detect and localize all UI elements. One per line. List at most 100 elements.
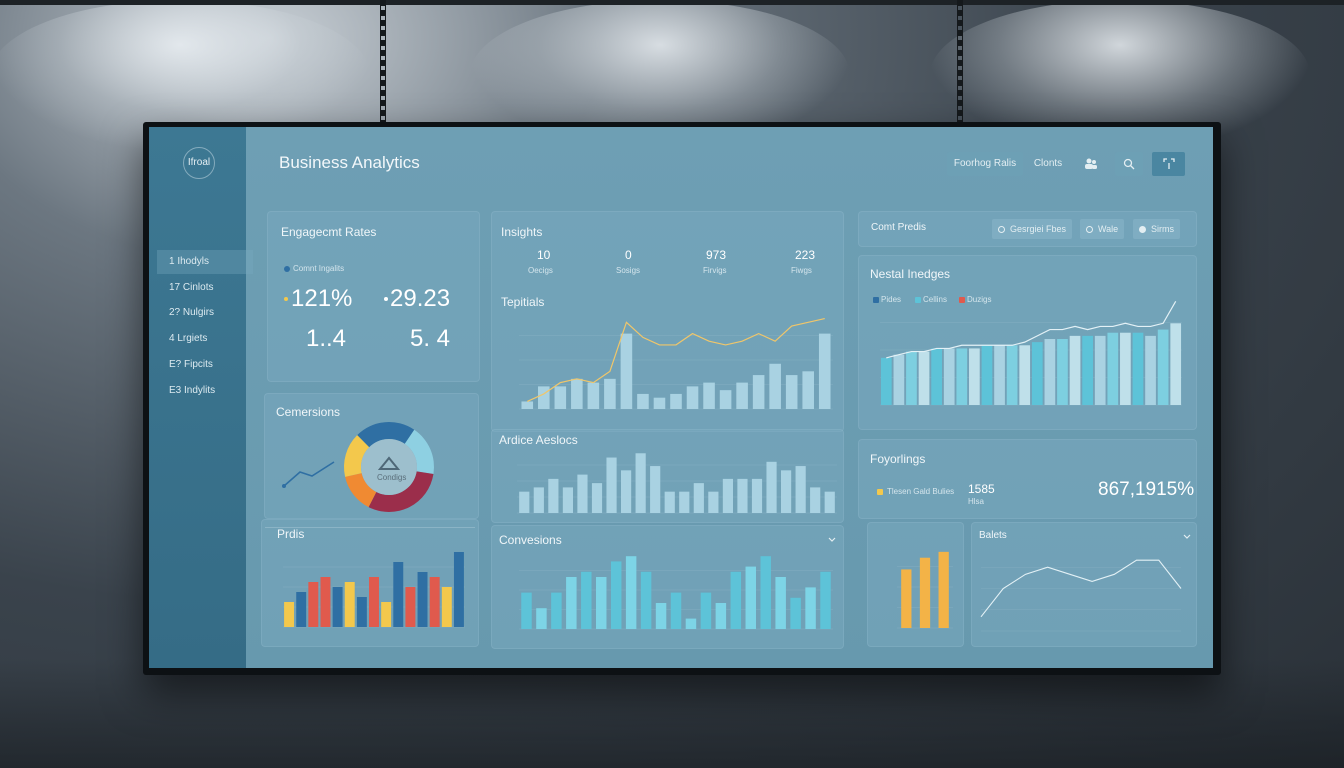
forecast-legend: Tlesen Gald Bulies [887,487,955,496]
bar-6 [943,348,955,405]
bar-14 [715,603,727,629]
bar-24 [1170,323,1182,405]
bar-2 [919,557,931,628]
bar-3 [906,351,917,405]
filter-chip-2[interactable]: Wale [1080,219,1125,239]
sidebar-item-6[interactable]: E3 Indylits [169,385,216,396]
bar-7 [610,561,622,629]
bar-10 [655,603,667,629]
bar-18 [766,461,777,513]
toolbar-button-2[interactable]: Clonts [1033,158,1063,169]
engagement-title: Engagecmt Rates [281,225,377,239]
conversions-bar-chart [519,556,833,630]
bar-8 [969,348,980,405]
bar-7 [620,333,633,409]
bar-14 [708,491,719,513]
prdis-chart [283,552,465,628]
expand-icon[interactable] [1152,152,1185,176]
sidebar-item-2[interactable]: 17 Cinlots [169,282,214,293]
series-line [886,300,1177,359]
bar-12 [703,382,715,409]
balets-series-line [980,559,1182,618]
nestal-legend-1: Pides [881,295,902,304]
bar-3 [938,551,949,628]
nestal-title: Nestal Inedges [870,267,951,281]
bar-14 [1044,339,1056,405]
bar-2 [538,386,550,409]
bar-4 [918,351,930,405]
balets-line-chart [980,559,1182,632]
stat-label-2: Sosigs [616,266,641,275]
prdis-title: Prdis [277,527,305,541]
bar-11 [670,592,682,629]
nestal-card: Nestal Inedges Pides Cellins Duzigs [858,255,1197,430]
bar-16 [737,478,748,513]
nestal-legend-2: Cellins [923,295,948,304]
engagement-card: Engagecmt Rates Comnt Ingalits 121% 29.2… [267,211,480,382]
bar-11 [664,491,675,513]
insights-chart-title: Tepitials [501,295,545,309]
bar-18 [775,577,786,629]
ceiling-rail [0,0,1344,5]
bar-5 [587,382,600,409]
bar-11 [405,587,416,627]
bar-6 [344,582,355,627]
bar-5 [581,571,592,629]
conversions-donut-chart [344,422,434,512]
bar-20 [795,466,806,513]
bar-21 [820,571,831,629]
bar-8 [369,577,379,627]
tenters-card [867,522,964,647]
sidebar-item-5[interactable]: E? Fipcits [169,359,213,370]
balets-card: Balets [971,522,1197,647]
bar-1 [521,401,534,409]
bar-16 [769,363,781,409]
chevron-down-icon[interactable] [828,537,836,543]
people-icon-glyph [1085,158,1097,169]
bar-7 [356,597,367,627]
bar-12 [417,572,428,627]
bar-3 [551,592,562,629]
bar-19 [790,597,801,629]
bar-16 [1069,335,1081,405]
bar-3 [308,582,319,627]
filter-chip-1[interactable]: Gesrgiei Fbes [992,219,1073,239]
audience-card: Ardice Aeslocs [491,429,844,523]
bar-19 [1107,332,1119,405]
bar-2 [893,354,905,405]
search-icon[interactable] [1115,152,1143,176]
bar-7 [606,457,617,513]
tenters-chart [897,551,953,629]
conversions-donut-card: Cemersions Condigs [264,393,479,519]
bar-17 [1082,335,1093,405]
bar-21 [810,487,821,513]
forecast-big-value: 867,1915% [1098,479,1195,500]
bar-15 [453,552,464,627]
people-icon[interactable] [1079,152,1103,176]
balets-title: Balets [979,530,1007,541]
toolbar-button-1[interactable]: Foorhog Ralis [947,152,1023,176]
filter-bar: Comt Predis Gesrgiei Fbes Wale Sirms [858,211,1197,247]
sidebar-item-1[interactable]: 1 Ihodyls [157,250,253,274]
sidebar: Ifroal 1 Ihodyls 17 Cinlots 2? Nulgirs 4… [149,127,253,668]
bar-1 [284,602,295,627]
insights-title: Insights [501,225,543,239]
trend-sparkline [282,461,335,488]
globe-icon [998,226,1005,233]
sidebar-item-4[interactable]: 4 Lrgiets [169,333,208,344]
bar-9 [381,602,392,627]
bar-16 [745,566,756,629]
filter-chip-3[interactable]: Sirms [1133,219,1180,239]
chevron-down-icon[interactable] [1183,534,1191,540]
bar-14 [441,587,452,627]
sidebar-item-3[interactable]: 2? Nulgirs [169,307,215,318]
stat-label-1: Oecigs [528,266,553,275]
bar-4 [571,378,583,409]
bar-1 [901,569,912,628]
right-chain [957,0,963,122]
forecast-value: 1585 [968,482,995,496]
bar-13 [1031,342,1043,405]
donut-slice-3 [368,471,434,512]
bar-12 [685,618,697,629]
stat-value-3: 973 [706,248,727,262]
